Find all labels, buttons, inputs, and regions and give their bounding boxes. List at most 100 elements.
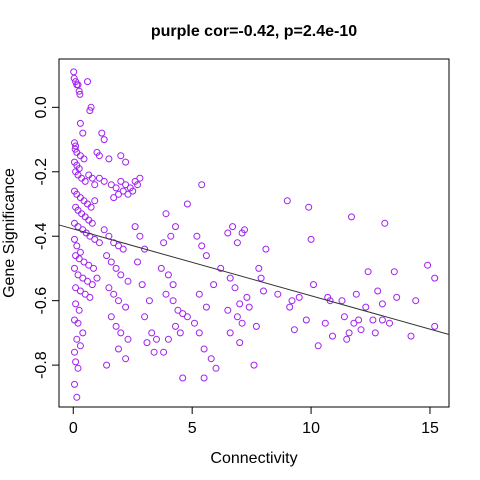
data-point <box>75 87 83 95</box>
data-point <box>117 271 125 279</box>
data-point <box>200 345 208 353</box>
data-point <box>95 174 103 182</box>
data-point <box>283 197 291 205</box>
data-point <box>76 90 84 98</box>
data-point <box>340 313 348 321</box>
data-point <box>84 78 91 86</box>
data-point <box>286 303 294 311</box>
data-point <box>75 306 83 314</box>
data-point <box>207 355 215 363</box>
data-point <box>226 329 234 337</box>
y-tick-label: 0.0 <box>33 96 50 118</box>
data-point <box>85 261 93 269</box>
data-point <box>431 322 439 330</box>
data-point <box>115 345 122 353</box>
y-tick-label: -0.6 <box>33 287 50 315</box>
data-point <box>338 297 346 305</box>
data-point <box>71 380 78 388</box>
data-point <box>98 129 106 137</box>
data-point <box>141 245 149 253</box>
data-point <box>71 235 78 243</box>
data-point <box>431 274 439 282</box>
data-point <box>95 239 103 247</box>
data-point <box>110 239 118 247</box>
data-point <box>76 342 84 350</box>
data-point <box>162 210 170 218</box>
data-point <box>305 203 313 211</box>
data-point <box>183 200 191 208</box>
data-point <box>364 268 372 276</box>
data-point <box>167 232 175 240</box>
data-point <box>274 290 282 298</box>
data-point <box>86 293 94 301</box>
data-point <box>202 252 210 260</box>
data-point <box>75 255 83 263</box>
data-point <box>76 119 84 127</box>
data-point <box>355 316 363 324</box>
data-point <box>424 261 432 269</box>
data-point <box>200 374 208 382</box>
regression-line <box>58 224 450 335</box>
data-point <box>369 316 377 324</box>
y-axis-label: Gene Significance <box>1 168 18 298</box>
data-point <box>191 319 198 327</box>
data-point <box>81 177 89 185</box>
data-point <box>100 136 108 144</box>
data-points <box>70 68 439 401</box>
data-point <box>117 177 125 185</box>
data-point <box>153 335 160 343</box>
data-point <box>179 374 187 382</box>
data-point <box>105 155 113 163</box>
x-tick-label: 0 <box>69 420 78 437</box>
plot-frame <box>58 58 450 408</box>
data-point <box>172 223 179 231</box>
data-point <box>233 239 241 247</box>
data-point <box>73 335 81 343</box>
data-point <box>87 203 95 211</box>
chart-title: purple cor=-0.42, p=2.4e-10 <box>151 23 357 40</box>
data-point <box>124 335 132 343</box>
data-point <box>179 310 187 318</box>
data-point <box>129 187 137 195</box>
data-point <box>78 174 86 182</box>
data-point <box>80 258 88 266</box>
data-point <box>255 264 263 272</box>
y-axis: 0.0 -0.2 -0.4 -0.6 -0.8 <box>33 96 60 379</box>
x-tick-label: 15 <box>421 420 439 437</box>
data-point <box>72 300 80 308</box>
data-point <box>198 242 206 250</box>
data-point <box>210 281 218 289</box>
data-point <box>110 194 118 202</box>
data-point <box>138 281 146 289</box>
data-point <box>174 306 182 314</box>
data-point <box>172 322 179 330</box>
data-point <box>393 293 401 301</box>
data-point <box>71 219 78 227</box>
data-point <box>302 316 310 324</box>
data-point <box>350 319 358 327</box>
data-point <box>88 219 96 227</box>
data-point <box>386 319 393 327</box>
data-point <box>80 155 88 163</box>
data-point <box>162 290 170 298</box>
data-point <box>79 329 87 337</box>
data-point <box>193 232 201 240</box>
data-point <box>115 242 122 250</box>
data-point <box>93 274 101 282</box>
data-point <box>84 277 91 285</box>
data-point <box>164 335 172 343</box>
data-point <box>381 219 389 227</box>
data-point <box>131 223 139 231</box>
data-point <box>117 329 125 337</box>
data-point <box>87 103 95 111</box>
data-point <box>74 364 82 372</box>
data-point <box>100 226 108 234</box>
data-point <box>357 326 365 334</box>
data-point <box>290 326 298 334</box>
data-point <box>79 274 87 282</box>
data-point <box>352 290 360 298</box>
data-point <box>119 245 127 253</box>
data-point <box>245 303 253 311</box>
data-point <box>79 129 87 137</box>
